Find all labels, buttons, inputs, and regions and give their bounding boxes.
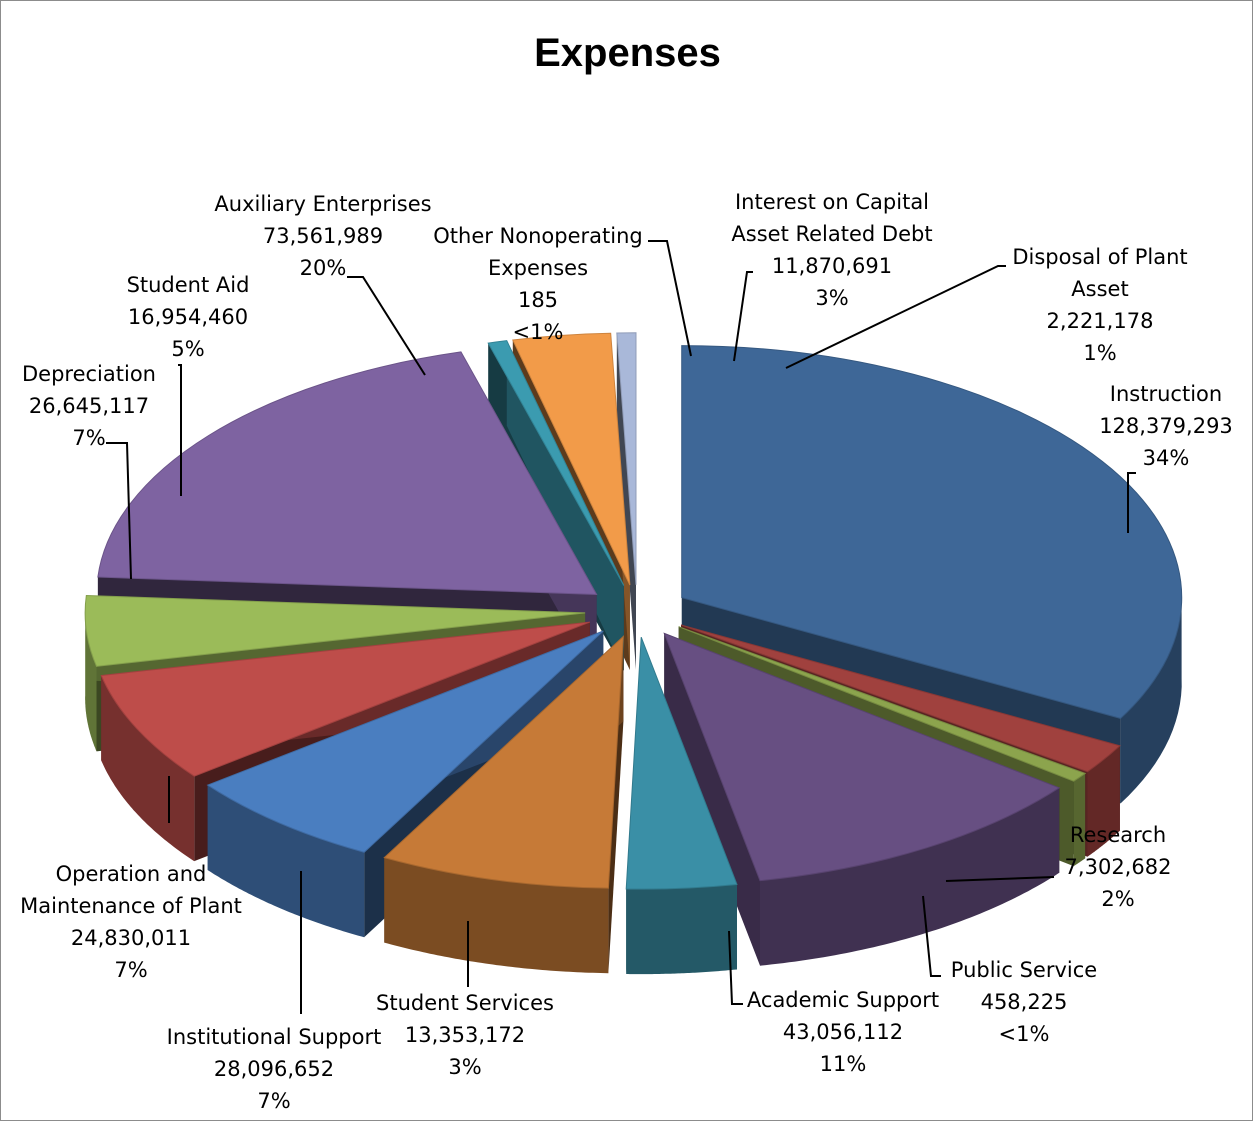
leader-line-instruction [1127, 472, 1136, 533]
slice-top-student-aid [84, 594, 586, 667]
label-operation-maintenance-value: 24,830,011 [70, 926, 192, 950]
label-research-value: 7,302,682 [1064, 855, 1172, 879]
slice-wall-academic-support [760, 787, 1060, 966]
label-disposal-plant-asset-percent: 1% [1083, 341, 1117, 365]
label-auxiliary-enterprises-value: 73,561,989 [262, 224, 384, 248]
label-student-services-name: Student Services [376, 991, 554, 1015]
label-instruction-percent: 34% [1142, 446, 1190, 470]
label-research: Research 7,302,682 2% [1065, 819, 1172, 915]
slice-top-interest-on-capital-asset-related-debt [512, 332, 631, 586]
label-other-nonoperating-name: Other Nonoperating Expenses [433, 224, 643, 280]
label-institutional-support: Institutional Support 28,096,652 7% [167, 1021, 382, 1117]
label-public-service: Public Service 458,225 <1% [951, 954, 1097, 1050]
label-depreciation: Depreciation 26,645,117 7% [22, 358, 156, 454]
label-student-aid-value: 16,954,460 [127, 305, 249, 329]
slice-wall-depreciation [101, 675, 195, 862]
slice-wall-operation-and-maintenance-of-plant [207, 785, 365, 938]
label-public-service-name: Public Service [950, 958, 1098, 982]
label-institutional-support-percent: 7% [257, 1089, 291, 1113]
slice-top-research [680, 624, 1121, 773]
slice-disposal-of-plant-asset [616, 332, 637, 670]
label-student-services-percent: 3% [448, 1055, 482, 1079]
slice-top-auxiliary-enterprises [97, 351, 598, 595]
slice-top-student-services [625, 636, 738, 890]
label-operation-maintenance-name: Operation and Maintenance of Plant [20, 862, 242, 918]
label-public-service-percent: <1% [998, 1022, 1050, 1046]
label-student-aid: Student Aid 16,954,460 5% [127, 269, 250, 365]
leader-line-student-aid [178, 364, 182, 496]
slice-top-instruction [681, 345, 1183, 719]
label-interest-capital-debt-percent: 3% [815, 286, 849, 310]
label-student-aid-name: Student Aid [126, 273, 250, 297]
slice-institutional-support [383, 635, 624, 974]
label-auxiliary-enterprises-percent: 20% [299, 256, 347, 280]
label-instruction-name: Instruction [1109, 382, 1223, 406]
label-research-percent: 2% [1101, 887, 1135, 911]
slice-wall-instruction [1120, 593, 1182, 804]
label-instruction: Instruction 128,379,293 34% [1099, 378, 1233, 474]
leader-line-other-nonoperating-expenses [648, 240, 692, 357]
label-auxiliary-enterprises: Auxiliary Enterprises 73,561,989 20% [214, 188, 431, 284]
label-instruction-value: 128,379,293 [1099, 414, 1233, 438]
label-interest-capital-debt-name: Interest on Capital Asset Related Debt [731, 190, 933, 246]
leader-line-research [945, 876, 1055, 882]
label-disposal-plant-asset-name: Disposal of Plant Asset [1012, 245, 1188, 301]
leader-line-interest-on-capital-asset-related-debt [733, 271, 753, 362]
label-institutional-support-name: Institutional Support [166, 1025, 382, 1049]
label-student-services: Student Services 13,353,172 3% [376, 987, 554, 1083]
label-public-service-value: 458,225 [980, 990, 1068, 1014]
label-interest-capital-debt-value: 11,870,691 [771, 254, 893, 278]
label-depreciation-name: Depreciation [22, 362, 156, 386]
label-disposal-plant-asset-value: 2,221,178 [1046, 309, 1154, 333]
label-auxiliary-enterprises-name: Auxiliary Enterprises [214, 192, 432, 216]
slice-top-operation-and-maintenance-of-plant [206, 630, 604, 853]
slice-wall-research [1087, 745, 1120, 857]
leader-line-auxiliary-enterprises [347, 276, 426, 376]
label-institutional-support-value: 28,096,652 [213, 1057, 335, 1081]
label-interest-capital-debt: Interest on Capital Asset Related Debt 1… [722, 186, 942, 314]
label-operation-maintenance: Operation and Maintenance of Plant 24,83… [6, 858, 256, 986]
label-student-aid-percent: 5% [171, 337, 205, 361]
slice-top-public-service [678, 626, 1087, 782]
chart-title: Expenses [534, 31, 721, 75]
leader-line-academic-support [728, 930, 743, 1005]
slice-wall-public-service [1073, 773, 1086, 867]
label-academic-support-percent: 11% [819, 1052, 867, 1076]
label-other-nonoperating-percent: <1% [512, 320, 564, 344]
slice-top-academic-support [663, 632, 1061, 882]
label-disposal-plant-asset: Disposal of Plant Asset 2,221,178 1% [1000, 241, 1200, 369]
leader-line-depreciation [106, 442, 132, 580]
label-research-name: Research [1069, 823, 1167, 847]
label-academic-support: Academic Support 43,056,112 11% [747, 984, 939, 1080]
label-depreciation-value: 26,645,117 [28, 394, 150, 418]
leader-line-public-service [922, 895, 941, 977]
label-student-services-value: 13,353,172 [404, 1023, 526, 1047]
slice-top-depreciation [100, 621, 591, 777]
slice-top-disposal-of-plant-asset [616, 332, 637, 585]
slice-wall-student-services [626, 884, 737, 975]
label-operation-maintenance-percent: 7% [114, 958, 148, 982]
slice-top-institutional-support [383, 635, 624, 889]
label-academic-support-value: 43,056,112 [782, 1020, 904, 1044]
slice-wall-student-aid [85, 608, 97, 752]
label-depreciation-percent: 7% [72, 426, 106, 450]
slice-wall-institutional-support [384, 857, 609, 974]
label-academic-support-name: Academic Support [746, 988, 940, 1012]
label-other-nonoperating: Other Nonoperating Expenses 185 <1% [423, 220, 653, 348]
slice-student-services [625, 636, 738, 975]
leader-line-disposal-of-plant-asset [785, 265, 1006, 369]
label-other-nonoperating-value: 185 [517, 288, 559, 312]
slice-top-other-nonoperating-expenses [487, 340, 625, 586]
slice-side-disposal-of-plant-asset [616, 332, 637, 670]
